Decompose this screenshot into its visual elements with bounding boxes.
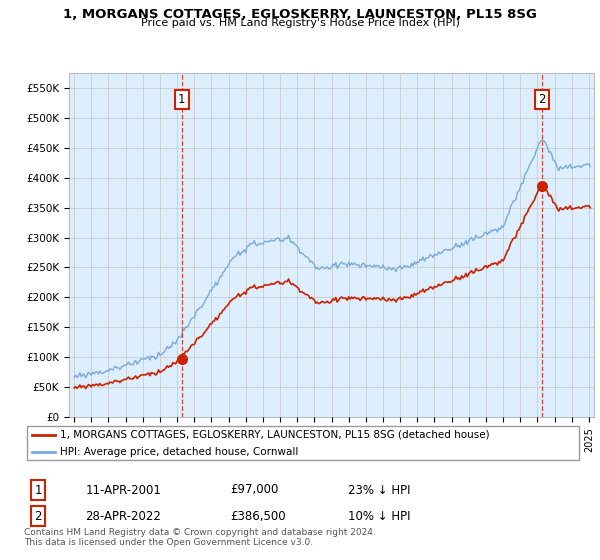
Text: £97,000: £97,000 — [230, 483, 279, 497]
Text: Contains HM Land Registry data © Crown copyright and database right 2024.
This d: Contains HM Land Registry data © Crown c… — [24, 528, 376, 548]
FancyBboxPatch shape — [27, 426, 579, 460]
Text: Price paid vs. HM Land Registry's House Price Index (HPI): Price paid vs. HM Land Registry's House … — [140, 18, 460, 29]
Text: 1: 1 — [34, 483, 42, 497]
Text: 1, MORGANS COTTAGES, EGLOSKERRY, LAUNCESTON, PL15 8SG (detached house): 1, MORGANS COTTAGES, EGLOSKERRY, LAUNCES… — [60, 430, 490, 440]
Text: 11-APR-2001: 11-APR-2001 — [85, 483, 161, 497]
Text: 1: 1 — [178, 94, 185, 106]
Text: 2: 2 — [34, 510, 42, 522]
Text: 1, MORGANS COTTAGES, EGLOSKERRY, LAUNCESTON, PL15 8SG: 1, MORGANS COTTAGES, EGLOSKERRY, LAUNCES… — [63, 8, 537, 21]
Text: 28-APR-2022: 28-APR-2022 — [85, 510, 161, 522]
Text: 10% ↓ HPI: 10% ↓ HPI — [347, 510, 410, 522]
Text: HPI: Average price, detached house, Cornwall: HPI: Average price, detached house, Corn… — [60, 447, 299, 458]
Text: £386,500: £386,500 — [230, 510, 286, 522]
Text: 23% ↓ HPI: 23% ↓ HPI — [347, 483, 410, 497]
Text: 2: 2 — [538, 94, 546, 106]
